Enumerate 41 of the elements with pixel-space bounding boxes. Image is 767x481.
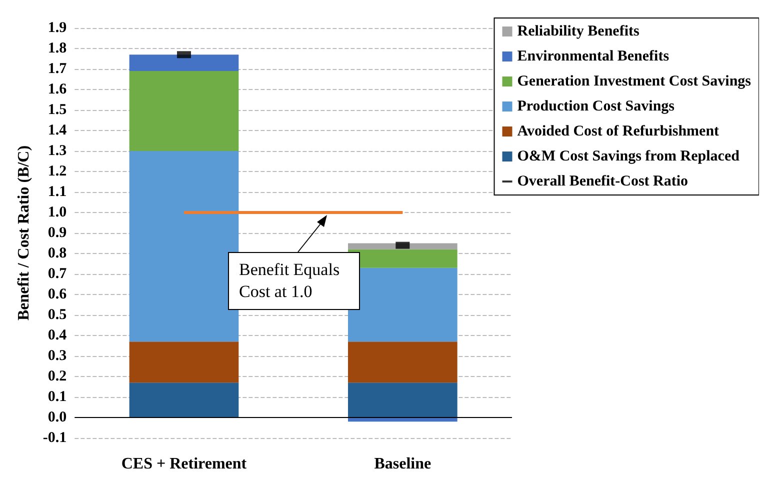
y-tick-label: 0.1 xyxy=(48,389,67,405)
legend-label: Generation Investment Cost Savings xyxy=(517,74,752,90)
legend-label: Reliability Benefits xyxy=(517,24,640,40)
y-tick-label: 1.3 xyxy=(48,143,67,159)
y-tick-label: 0.9 xyxy=(48,225,67,241)
y-tick-label: 0.4 xyxy=(48,328,68,344)
bar xyxy=(348,342,458,383)
annotation: Benefit Equals Cost at 1.0 xyxy=(228,252,360,310)
y-tick-label: 1.7 xyxy=(48,61,68,77)
y-tick-label: 1.2 xyxy=(48,164,67,180)
y-tick-label: 1.4 xyxy=(48,122,68,138)
legend-label: Overall Benefit-Cost Ratio xyxy=(517,174,688,190)
x-tick-label: Baseline xyxy=(374,456,432,472)
x-tick-label: CES + Retirement xyxy=(121,456,248,472)
y-tick-label: 0.3 xyxy=(48,348,67,364)
y-tick-label: 0.8 xyxy=(48,246,67,262)
y-tick-label: 1.8 xyxy=(48,40,67,56)
bar xyxy=(129,54,239,72)
y-tick-label: 0.7 xyxy=(48,266,68,282)
y-tick-label: 0.6 xyxy=(48,286,68,302)
legend-label: Environmental Benefits xyxy=(517,48,670,64)
legend-label: O&M Cost Savings from Replaced xyxy=(517,148,740,164)
y-tick-label: -0.1 xyxy=(42,430,67,446)
y-tick-label: 0.2 xyxy=(48,368,67,384)
bar xyxy=(348,268,458,342)
y-axis-title: Benefit / Cost Ratio (B/C) xyxy=(16,145,32,321)
bar xyxy=(348,382,458,418)
bar xyxy=(129,342,239,383)
bar xyxy=(129,151,239,342)
y-tick-label: 1.5 xyxy=(48,102,67,118)
y-tick-label: 0.5 xyxy=(48,307,67,323)
y-tick-label: 1.0 xyxy=(48,204,67,220)
y-tick-label: 1.6 xyxy=(48,82,68,98)
bar xyxy=(129,71,239,151)
y-tick-label: 0.0 xyxy=(48,410,67,426)
bar xyxy=(129,382,239,418)
y-tick-label: 1.1 xyxy=(48,184,67,200)
legend-label: Production Cost Savings xyxy=(517,98,675,114)
legend-label: Avoided Cost of Refurbishment xyxy=(517,124,720,140)
bar xyxy=(348,249,458,268)
y-tick-label: 1.9 xyxy=(48,20,67,36)
